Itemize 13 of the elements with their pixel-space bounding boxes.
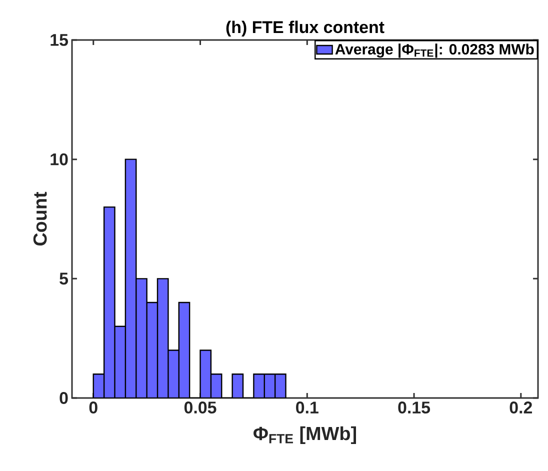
x-tick-label: 0 (89, 402, 98, 414)
y-tick-label: 15 (50, 34, 68, 46)
y-tick-label: 5 (60, 272, 68, 285)
x-tick-label: 0.1 (296, 402, 318, 414)
y-tick-label: 10 (50, 153, 68, 166)
x-tick-label: 0.15 (398, 402, 430, 414)
chart-title: (h) FTE flux content (226, 20, 384, 36)
x-tick-label: 0.2 (510, 402, 532, 414)
legend-label: Average |Φ$_{FTE}$|: 0.0283 MWb (335, 44, 534, 58)
x-axis-title: Φ$_{FTE}$ [MWb] (254, 426, 356, 444)
y-tick-label: 0 (60, 392, 68, 404)
x-tick-label: 0.05 (184, 402, 216, 414)
y-axis-title: Count (33, 192, 47, 246)
